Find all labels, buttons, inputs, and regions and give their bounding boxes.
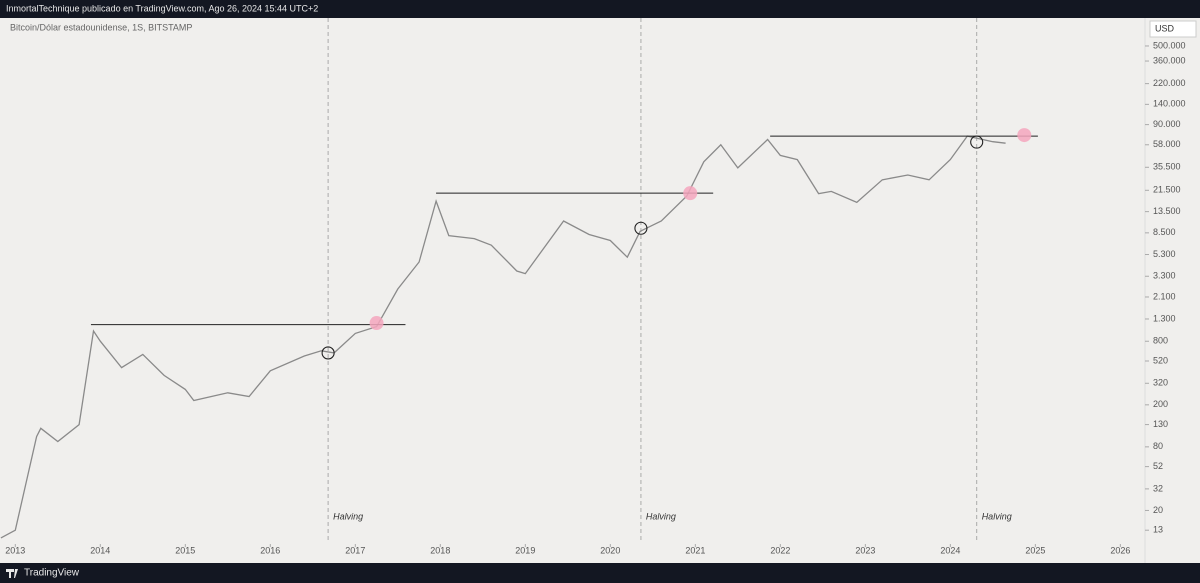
top-bar (0, 0, 1200, 18)
x-tick-label: 2023 (855, 545, 875, 555)
logo (6, 569, 18, 578)
halving-label: Halving (982, 511, 1012, 521)
currency: USD (1155, 23, 1175, 33)
marker (970, 135, 984, 149)
x-tick-label: 2014 (90, 545, 110, 555)
x-tick-label: 2017 (345, 545, 365, 555)
y-tick-label: 320 (1153, 378, 1168, 388)
y-tick-label: 21.500 (1153, 185, 1181, 195)
y-tick-label: 2.100 (1153, 291, 1176, 301)
halving-label: Halving (333, 511, 363, 521)
y-tick-label: 140.000 (1153, 99, 1186, 109)
brand: TradingView (24, 568, 80, 579)
x-tick-label: 2025 (1025, 545, 1045, 555)
y-tick-label: 5.300 (1153, 249, 1176, 259)
x-tick-label: 2016 (260, 545, 280, 555)
y-tick-label: 52 (1153, 461, 1163, 471)
y-tick-label: 800 (1153, 336, 1168, 346)
currency-box (1149, 20, 1197, 38)
publisher: InmortalTechnique publicado en TradingVi… (6, 3, 318, 13)
x-tick-label: 2021 (685, 545, 705, 555)
symbol-title: Bitcoin/Dólar estadounidense, 1S, BITSTA… (10, 22, 192, 32)
marker (369, 316, 384, 331)
halving-label: Halving (646, 511, 676, 521)
y-tick-label: 58.000 (1153, 139, 1181, 149)
x-tick-label: 2020 (600, 545, 620, 555)
y-tick-label: 13 (1153, 525, 1163, 535)
price-line (0, 135, 1006, 539)
y-tick-label: 80 (1153, 441, 1163, 451)
x-tick-label: 2026 (1110, 545, 1130, 555)
marker (634, 221, 648, 235)
x-tick-label: 2019 (515, 545, 535, 555)
x-tick-label: 2022 (770, 545, 790, 555)
y-tick-label: 32 (1153, 483, 1163, 493)
x-tick-label: 2024 (940, 545, 960, 555)
y-tick-label: 200 (1153, 399, 1168, 409)
y-tick-label: 90.000 (1153, 119, 1181, 129)
bottom-bar (0, 563, 1200, 583)
y-tick-label: 13.500 (1153, 206, 1181, 216)
marker (1017, 128, 1032, 143)
y-tick-label: 20 (1153, 505, 1163, 515)
y-tick-label: 3.300 (1153, 271, 1176, 281)
y-tick-label: 500.000 (1153, 40, 1186, 50)
x-tick-label: 2013 (5, 545, 25, 555)
y-tick-label: 220.000 (1153, 78, 1186, 88)
y-tick-label: 35.500 (1153, 162, 1181, 172)
y-tick-label: 8.500 (1153, 227, 1176, 237)
y-tick-label: 520 (1153, 355, 1168, 365)
x-tick-label: 2015 (175, 545, 195, 555)
marker (683, 186, 698, 201)
marker (321, 346, 335, 360)
y-tick-label: 130 (1153, 419, 1168, 429)
y-tick-label: 360.000 (1153, 55, 1186, 65)
plot-bg (0, 18, 1200, 563)
x-tick-label: 2018 (430, 545, 450, 555)
y-tick-label: 1.300 (1153, 313, 1176, 323)
